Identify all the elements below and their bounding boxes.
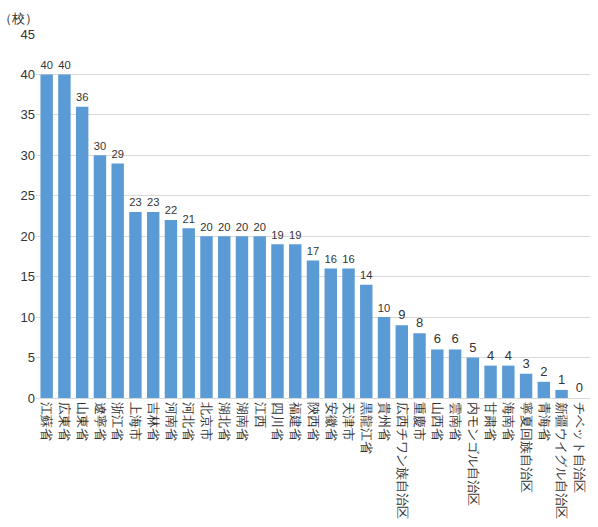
svg-text:20: 20 bbox=[236, 221, 248, 233]
svg-text:22: 22 bbox=[165, 204, 177, 216]
svg-text:1: 1 bbox=[558, 372, 565, 387]
svg-text:吉林省: 吉林省 bbox=[146, 402, 161, 441]
svg-text:河北省: 河北省 bbox=[181, 402, 196, 441]
svg-text:5: 5 bbox=[469, 340, 476, 355]
svg-text:19: 19 bbox=[289, 229, 301, 241]
svg-text:青海省: 青海省 bbox=[537, 402, 552, 441]
svg-text:4: 4 bbox=[505, 348, 512, 363]
svg-text:河南省: 河南省 bbox=[164, 402, 179, 441]
svg-text:湖南省: 湖南省 bbox=[235, 402, 250, 441]
svg-text:北京市: 北京市 bbox=[199, 402, 214, 441]
svg-text:15: 15 bbox=[21, 269, 35, 284]
svg-text:16: 16 bbox=[342, 253, 354, 265]
svg-text:陝西省: 陝西省 bbox=[306, 402, 321, 441]
svg-text:江西: 江西 bbox=[253, 402, 268, 428]
svg-text:25: 25 bbox=[21, 188, 35, 203]
svg-text:19: 19 bbox=[271, 229, 283, 241]
svg-text:天津市: 天津市 bbox=[341, 402, 356, 441]
svg-text:海南省: 海南省 bbox=[501, 402, 516, 441]
svg-text:10: 10 bbox=[378, 302, 390, 314]
svg-text:6: 6 bbox=[451, 331, 458, 346]
svg-text:40: 40 bbox=[21, 67, 35, 82]
svg-text:四川省: 四川省 bbox=[270, 402, 285, 441]
svg-text:23: 23 bbox=[129, 196, 141, 208]
svg-text:20: 20 bbox=[200, 221, 212, 233]
svg-text:9: 9 bbox=[398, 307, 405, 322]
svg-text:35: 35 bbox=[21, 107, 35, 122]
svg-text:浙江省: 浙江省 bbox=[110, 402, 125, 441]
svg-text:5: 5 bbox=[28, 350, 35, 365]
svg-text:重慶市: 重慶市 bbox=[412, 402, 427, 441]
svg-text:（校）: （校） bbox=[0, 11, 38, 26]
svg-text:安徽省: 安徽省 bbox=[324, 402, 339, 441]
svg-text:36: 36 bbox=[76, 91, 88, 103]
svg-text:湖北省: 湖北省 bbox=[217, 402, 232, 441]
svg-text:0: 0 bbox=[28, 391, 35, 406]
svg-text:雲南省: 雲南省 bbox=[448, 402, 463, 441]
svg-text:23: 23 bbox=[147, 196, 159, 208]
svg-text:福建省: 福建省 bbox=[288, 402, 303, 441]
svg-text:貴州省: 貴州省 bbox=[377, 402, 392, 441]
svg-text:17: 17 bbox=[307, 245, 319, 257]
svg-text:10: 10 bbox=[21, 310, 35, 325]
svg-text:30: 30 bbox=[21, 148, 35, 163]
svg-text:山西省: 山西省 bbox=[430, 402, 445, 441]
svg-text:山東省: 山東省 bbox=[75, 402, 90, 441]
svg-text:上海市: 上海市 bbox=[128, 402, 143, 441]
svg-text:2: 2 bbox=[540, 364, 547, 379]
svg-text:8: 8 bbox=[416, 315, 423, 330]
svg-text:新疆ウイグル自治区: 新疆ウイグル自治区 bbox=[554, 402, 569, 519]
svg-text:40: 40 bbox=[40, 59, 52, 71]
svg-text:黒龍江省: 黒龍江省 bbox=[359, 402, 374, 454]
svg-text:寧夏回族自治区: 寧夏回族自治区 bbox=[519, 402, 534, 493]
svg-text:遼寧省: 遼寧省 bbox=[93, 402, 108, 441]
svg-text:広東省: 広東省 bbox=[57, 402, 72, 441]
svg-text:14: 14 bbox=[360, 269, 372, 281]
svg-text:広西チワン族自治区: 広西チワン族自治区 bbox=[395, 402, 410, 519]
svg-text:江蘇省: 江蘇省 bbox=[39, 402, 54, 441]
svg-text:0: 0 bbox=[576, 380, 583, 395]
svg-text:21: 21 bbox=[182, 213, 194, 225]
svg-text:内モンゴル自治区: 内モンゴル自治区 bbox=[466, 402, 481, 506]
svg-text:6: 6 bbox=[434, 331, 441, 346]
svg-text:16: 16 bbox=[325, 253, 337, 265]
svg-text:3: 3 bbox=[522, 356, 529, 371]
svg-text:30: 30 bbox=[94, 140, 106, 152]
svg-text:甘粛省: 甘粛省 bbox=[483, 402, 498, 441]
svg-text:20: 20 bbox=[21, 229, 35, 244]
svg-text:チベット自治区: チベット自治区 bbox=[572, 402, 587, 493]
svg-text:45: 45 bbox=[21, 27, 35, 42]
svg-text:29: 29 bbox=[111, 148, 123, 160]
svg-text:20: 20 bbox=[254, 221, 266, 233]
svg-text:20: 20 bbox=[218, 221, 230, 233]
svg-text:40: 40 bbox=[58, 59, 70, 71]
svg-text:4: 4 bbox=[487, 348, 494, 363]
